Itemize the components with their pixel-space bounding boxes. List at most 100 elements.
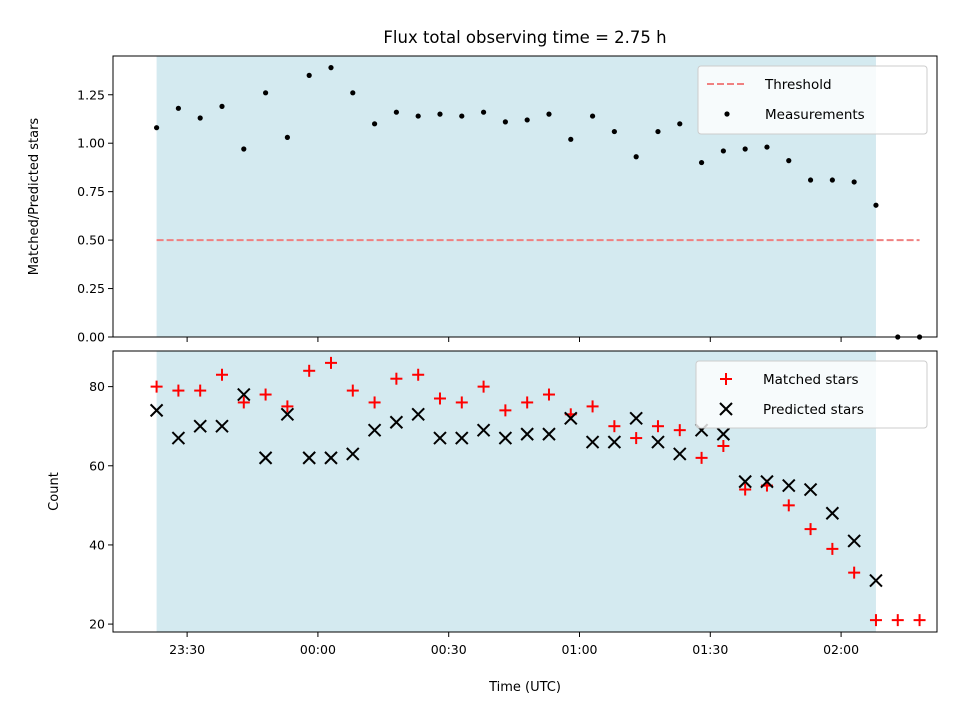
measurement-point: [568, 136, 574, 142]
y-tick-label: 0.50: [77, 233, 105, 248]
measurement-point: [262, 90, 269, 96]
predicted-star-point: [782, 478, 796, 493]
predicted-star-point: [760, 474, 774, 489]
measurement-point: [677, 121, 683, 127]
legend-measurement-swatch: [724, 111, 730, 117]
count-y-ticks: 20 40 60 80: [89, 379, 113, 632]
measurement-point: [720, 148, 726, 154]
measurement-point: [742, 146, 748, 152]
matched-star-point: [433, 392, 446, 405]
x-tick-label: 01:30: [692, 642, 728, 657]
predicted-star-point: [585, 435, 600, 449]
predicted-star-point: [237, 387, 251, 402]
measurement-point: [851, 179, 857, 185]
count-axes-frame: [112, 350, 938, 633]
x-tick-label: 02:00: [823, 642, 859, 657]
matched-star-point: [804, 523, 817, 536]
predicted-star-point: [280, 407, 295, 422]
y-tick-label: 20: [89, 617, 105, 632]
measurement-point: [524, 117, 530, 123]
x-tick-label: 23:30: [169, 642, 205, 657]
predicted-star-point: [389, 415, 404, 429]
matched-star-point: [848, 566, 861, 579]
measurement-point: [764, 144, 770, 150]
matched-star-point: [717, 439, 730, 452]
measurement-point: [589, 113, 596, 119]
measurement-point: [175, 105, 181, 111]
predicted-star-point: [869, 573, 883, 588]
y-tick-label: 0.00: [77, 330, 105, 345]
predicted-star-point: [367, 423, 382, 437]
matched-star-point: [477, 380, 490, 393]
predicted-star-point: [171, 431, 186, 445]
predicted-star-point: [847, 534, 861, 548]
predicted-star-point: [607, 435, 622, 449]
y-tick-label: 0.25: [77, 281, 105, 296]
legend-threshold-label: Threshold: [764, 77, 832, 93]
count-x-ticks: 23:30 00:00 00:30 01:00 01:30 02:00: [169, 632, 859, 657]
predicted-star-point: [716, 427, 731, 441]
predicted-star-point: [825, 506, 840, 520]
matched-star-point: [586, 400, 599, 413]
measurement-point: [546, 111, 552, 117]
matched-star-point: [303, 364, 316, 377]
matched-star-point: [237, 396, 250, 409]
matched-star-point: [281, 400, 294, 413]
count-y-axis-label: Count: [47, 472, 62, 511]
predicted-star-point: [476, 423, 491, 437]
measurement-point: [393, 109, 399, 115]
matched-star-point: [630, 432, 643, 445]
ratio-y-axis-label: Matched/Predicted stars: [27, 118, 42, 276]
y-tick-label: 0.75: [77, 184, 105, 199]
count-points: [149, 356, 926, 627]
predicted-star-point: [433, 431, 447, 445]
ratio-x-ticks: [186, 337, 842, 342]
x-tick-label: 00:30: [431, 642, 467, 657]
measurement-point: [415, 113, 421, 119]
ratio-axes-frame: [112, 55, 938, 338]
y-tick-label: 1.00: [77, 136, 105, 151]
matched-star-point: [259, 388, 272, 401]
matched-star-point: [521, 396, 534, 409]
matched-star-point: [542, 388, 555, 401]
measurement-point: [786, 158, 792, 164]
predicted-star-point: [149, 403, 164, 418]
measurement-point: [502, 119, 508, 125]
measurement-point: [153, 125, 160, 131]
predicted-star-point: [455, 431, 469, 445]
legend-predicted-label: Predicted stars: [763, 402, 864, 418]
measurement-point: [480, 109, 487, 115]
predicted-star-point: [411, 407, 425, 422]
matched-star-point: [215, 368, 228, 381]
ratio-legend-box: [697, 65, 928, 135]
predicted-star-point: [564, 411, 578, 425]
matched-star-point: [150, 380, 163, 393]
y-tick-label: 80: [89, 379, 105, 394]
measurement-point: [698, 159, 705, 166]
matched-star-point: [826, 542, 839, 555]
measurement-point: [437, 111, 443, 117]
predicted-star-point: [520, 427, 534, 441]
measurement-point: [350, 90, 356, 96]
y-tick-label: 40: [89, 537, 105, 552]
measurement-point: [241, 146, 247, 152]
measurement-point: [611, 128, 617, 135]
measurement-point: [284, 134, 290, 140]
predicted-star-point: [302, 451, 316, 465]
matched-star-point: [869, 614, 882, 627]
ratio-panel: 0.00 0.25 0.50 0.75 1.00 1.25 Matched/Predict…: [27, 55, 938, 345]
predicted-star-point: [629, 411, 643, 425]
predicted-star-point: [346, 447, 360, 461]
matched-star-point: [324, 356, 337, 369]
measurement-point: [328, 65, 334, 71]
predicted-star-point: [324, 451, 338, 465]
legend-matched-swatch: [720, 373, 732, 385]
predicted-star-point: [193, 419, 207, 433]
matched-star-point: [390, 372, 403, 385]
matched-star-point: [739, 483, 752, 496]
matched-star-point: [412, 368, 425, 381]
chart-title: Flux total observing time = 2.75 h: [383, 28, 666, 47]
predicted-star-point: [738, 474, 752, 489]
legend-predicted-swatch: [719, 402, 733, 416]
matched-star-point: [891, 614, 904, 627]
